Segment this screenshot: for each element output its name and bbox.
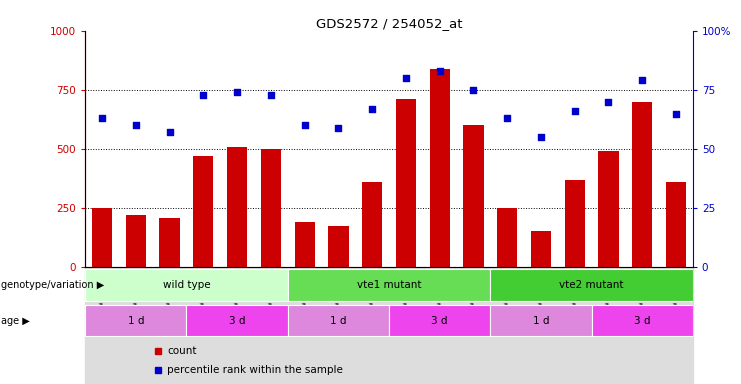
Point: [130, 122, 142, 128]
Point: [535, 134, 547, 140]
Point: [637, 77, 648, 83]
Text: percentile rank within the sample: percentile rank within the sample: [167, 365, 343, 375]
Point: [197, 91, 209, 98]
Bar: [362, 182, 382, 267]
Text: 3 d: 3 d: [229, 316, 245, 326]
Bar: [497, 208, 517, 267]
Text: 1 d: 1 d: [127, 316, 144, 326]
Text: 1 d: 1 d: [533, 316, 549, 326]
Bar: [565, 180, 585, 267]
Bar: [591, 305, 693, 336]
Text: 1 d: 1 d: [330, 316, 347, 326]
Point: [501, 115, 513, 121]
Point: [670, 111, 682, 117]
Bar: [92, 208, 112, 267]
Bar: [491, 305, 591, 336]
Text: vte2 mutant: vte2 mutant: [559, 280, 624, 290]
Bar: [193, 156, 213, 267]
Bar: [491, 269, 693, 301]
Bar: [632, 102, 652, 267]
Bar: [288, 269, 491, 301]
Bar: [389, 305, 491, 336]
Bar: [261, 149, 281, 267]
Bar: [598, 151, 619, 267]
Point: [164, 129, 176, 136]
Bar: [430, 69, 450, 267]
Point: [231, 89, 243, 95]
Point: [265, 91, 277, 98]
Bar: [666, 182, 686, 267]
Text: wild type: wild type: [163, 280, 210, 290]
Bar: [463, 125, 484, 267]
Bar: [159, 218, 180, 267]
Bar: [531, 231, 551, 267]
Point: [366, 106, 378, 112]
Bar: [85, 267, 693, 384]
Bar: [288, 305, 389, 336]
Bar: [227, 147, 247, 267]
Text: age ▶: age ▶: [1, 316, 30, 326]
Text: 3 d: 3 d: [431, 316, 448, 326]
Bar: [294, 222, 315, 267]
Bar: [126, 215, 146, 267]
Title: GDS2572 / 254052_at: GDS2572 / 254052_at: [316, 17, 462, 30]
Bar: [396, 99, 416, 267]
Text: 3 d: 3 d: [634, 316, 651, 326]
Text: count: count: [167, 346, 197, 356]
Point: [400, 75, 412, 81]
Point: [602, 99, 614, 105]
Point: [333, 125, 345, 131]
Bar: [85, 305, 187, 336]
Text: genotype/variation ▶: genotype/variation ▶: [1, 280, 104, 290]
Point: [433, 68, 445, 74]
Point: [299, 122, 310, 128]
Bar: [328, 226, 348, 267]
Point: [468, 87, 479, 93]
Bar: [187, 305, 288, 336]
Point: [569, 108, 581, 114]
Text: vte1 mutant: vte1 mutant: [356, 280, 422, 290]
Bar: [85, 269, 288, 301]
Point: [96, 115, 108, 121]
